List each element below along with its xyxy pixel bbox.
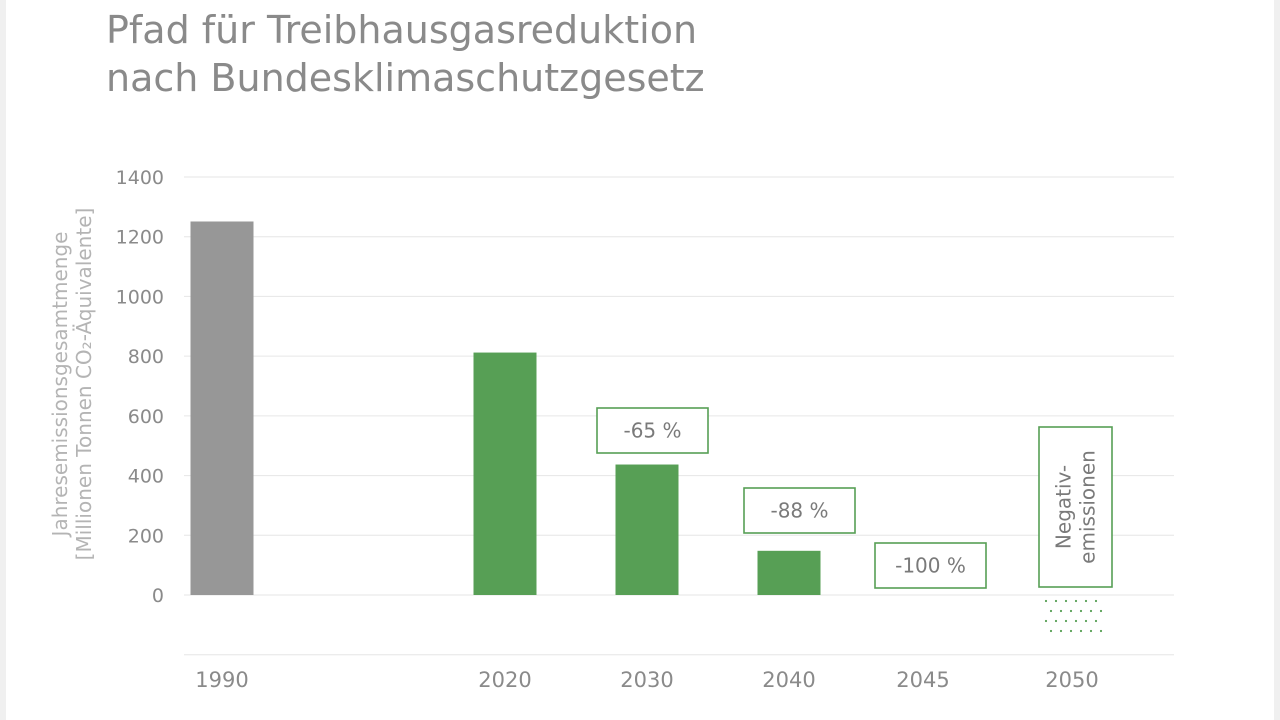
annotation-label: -65 % <box>623 419 681 443</box>
title-line-2: nach Bundesklimaschutzgesetz <box>106 56 705 100</box>
dot <box>1084 619 1088 623</box>
dot <box>1054 619 1058 623</box>
dot <box>1069 629 1073 633</box>
dot <box>1049 629 1053 633</box>
negative-emissions-dots <box>1044 599 1103 633</box>
y-tick-label: 1200 <box>116 227 164 249</box>
y-tick-label: 800 <box>128 346 164 368</box>
dot <box>1079 609 1083 613</box>
annotation-label: -100 % <box>895 554 966 578</box>
bar-2030 <box>615 464 679 595</box>
annotation-box <box>1038 426 1113 588</box>
annotation-2045: -100 % <box>874 542 987 589</box>
bar-chart: 0 200 400 600 800 1000 1200 1400 1990 2020 2030 204… <box>116 167 1174 692</box>
y-tick-label: 0 <box>152 585 164 607</box>
dot <box>1064 599 1068 603</box>
dot <box>1044 599 1048 603</box>
bar-2020 <box>473 352 537 595</box>
slide: Pfad für Treibhausgasreduktion nach Bund… <box>6 0 1274 720</box>
x-tick-label-2020: 2020 <box>478 668 531 692</box>
dot <box>1074 619 1078 623</box>
x-tick-label-2050: 2050 <box>1045 668 1098 692</box>
y-tick-label: 1400 <box>116 167 164 189</box>
dot <box>1054 599 1058 603</box>
dot <box>1049 609 1053 613</box>
annotation-label: Negativ-emissionen <box>1052 450 1100 564</box>
annotation-box <box>743 487 856 534</box>
dot <box>1059 609 1063 613</box>
annotation-2050: Negativ-emissionen <box>1038 426 1113 588</box>
annotation-label: -88 % <box>770 499 828 523</box>
annotation-2030: -65 % <box>596 407 709 454</box>
annotation-box <box>596 407 709 454</box>
dot <box>1099 629 1103 633</box>
title-line-1: Pfad für Treibhausgasreduktion <box>106 8 698 52</box>
x-tick-label-1990: 1990 <box>195 668 248 692</box>
dot <box>1079 629 1083 633</box>
chart-title: Pfad für Treibhausgasreduktion nach Bund… <box>106 6 705 102</box>
dot <box>1099 609 1103 613</box>
bar-1990 <box>190 221 254 596</box>
annotation-2040: -88 % <box>743 487 856 534</box>
dot <box>1074 599 1078 603</box>
dot <box>1044 619 1048 623</box>
dot <box>1094 619 1098 623</box>
y-tick-label: 1000 <box>116 286 164 308</box>
y-tick-label: 400 <box>128 466 164 488</box>
dot <box>1064 619 1068 623</box>
dot <box>1089 629 1093 633</box>
bar-2040 <box>757 550 821 595</box>
dot <box>1059 629 1063 633</box>
x-tick-label-2030: 2030 <box>620 668 673 692</box>
y-tick-label: 600 <box>128 406 164 428</box>
dot <box>1069 609 1073 613</box>
dot <box>1089 609 1093 613</box>
dot <box>1084 599 1088 603</box>
x-tick-label-2040: 2040 <box>762 668 815 692</box>
dot <box>1094 599 1098 603</box>
annotation-box <box>874 542 987 589</box>
y-tick-label: 200 <box>128 525 164 547</box>
x-tick-label-2045: 2045 <box>896 668 949 692</box>
